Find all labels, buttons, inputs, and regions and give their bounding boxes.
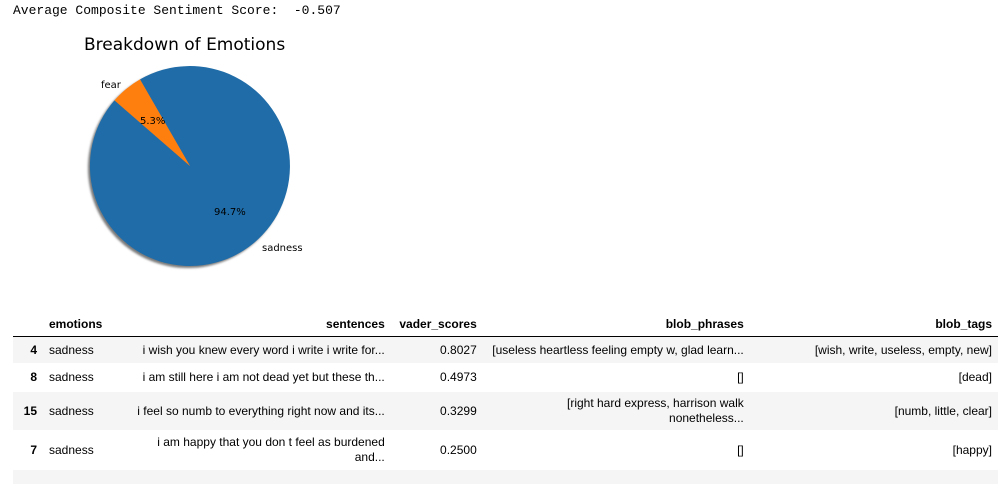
cell-vader-scores: 0.8027 xyxy=(390,336,483,363)
cell-blob-tags: [dead] xyxy=(958,370,992,384)
pie-label-sadness: sadness xyxy=(262,243,303,254)
column-header-blob-tags: blob_tags xyxy=(749,312,998,337)
table-row: 8 sadness i am still here i am not dead … xyxy=(13,363,998,392)
sentiment-score-output: Average Composite Sentiment Score: -0.50… xyxy=(13,3,341,18)
cell-emotions: sadness xyxy=(43,392,129,430)
cell-blob-phrases: [right hard express, harrison walk nonet… xyxy=(482,392,750,430)
sentiment-score-value: -0.507 xyxy=(293,3,341,18)
cell-blob-phrases-text: [right hard express, harrison walk nonet… xyxy=(567,396,744,425)
column-header-blob-phrases: blob_phrases xyxy=(482,312,750,337)
pie-slice-sadness xyxy=(89,66,290,267)
column-header-index xyxy=(13,312,43,337)
row-index: 15 xyxy=(13,392,43,430)
pie-pct-sadness: 94.7% xyxy=(214,207,246,218)
cell-empty xyxy=(13,470,43,484)
cell-empty xyxy=(390,470,483,484)
cell-empty xyxy=(43,470,129,484)
sentiment-score-label: Average Composite Sentiment Score: xyxy=(13,3,279,18)
cell-empty xyxy=(749,470,998,484)
cell-sentences: i am happy that you don t feel as burden… xyxy=(129,430,391,470)
cell-sentences: i feel so numb to everything right now a… xyxy=(128,392,391,430)
row-index: 8 xyxy=(30,370,37,384)
cell-blob-phrases: [useless heartless feeling empty w, glad… xyxy=(482,336,750,363)
row-index: 4 xyxy=(13,336,43,363)
cell-sentences-text: i am happy that you don t feel as burden… xyxy=(157,435,385,464)
table-row-partial xyxy=(13,470,998,484)
pie-slice-fear xyxy=(114,79,190,166)
column-header-vader-scores: vader_scores xyxy=(390,312,483,337)
cell-blob-tags: [numb, little, clear] xyxy=(749,392,998,430)
pie-label-fear: fear xyxy=(101,80,122,91)
cell-vader-scores: 0.3299 xyxy=(390,392,483,430)
cell-sentences: i am still here i am not dead yet but th… xyxy=(142,370,385,384)
cell-empty xyxy=(128,470,391,484)
cell-sentences: i wish you knew every word i write i wri… xyxy=(128,336,391,363)
emotions-pie-chart: fear 5.3% 94.7% sadness xyxy=(88,66,303,268)
table-header-row: emotions sentences vader_scores blob_phr… xyxy=(13,312,998,337)
cell-emotions: sadness xyxy=(49,370,94,384)
table-row: 7 sadness i am happy that you don t feel… xyxy=(13,430,998,470)
cell-blob-phrases: [] xyxy=(737,442,744,457)
row-index: 7 xyxy=(30,442,37,457)
cell-emotions: sadness xyxy=(49,442,94,457)
cell-vader-scores: 0.4973 xyxy=(440,370,477,384)
cell-blob-tags: [wish, write, useless, empty, new] xyxy=(749,336,998,363)
cell-vader-scores: 0.2500 xyxy=(440,442,477,457)
pie-pct-fear: 5.3% xyxy=(140,116,165,127)
cell-emotions: sadness xyxy=(43,336,129,363)
chart-title: Breakdown of Emotions xyxy=(84,35,286,55)
column-header-emotions: emotions xyxy=(43,312,129,337)
cell-blob-phrases: [] xyxy=(737,370,744,384)
dataframe-table: emotions sentences vader_scores blob_phr… xyxy=(13,312,998,484)
cell-empty xyxy=(482,470,750,484)
table-row: 15 sadness i feel so numb to everything … xyxy=(13,392,998,430)
table-row: 4 sadness i wish you knew every word i w… xyxy=(13,336,998,363)
cell-blob-tags: [happy] xyxy=(952,442,992,457)
column-header-sentences: sentences xyxy=(128,312,391,337)
